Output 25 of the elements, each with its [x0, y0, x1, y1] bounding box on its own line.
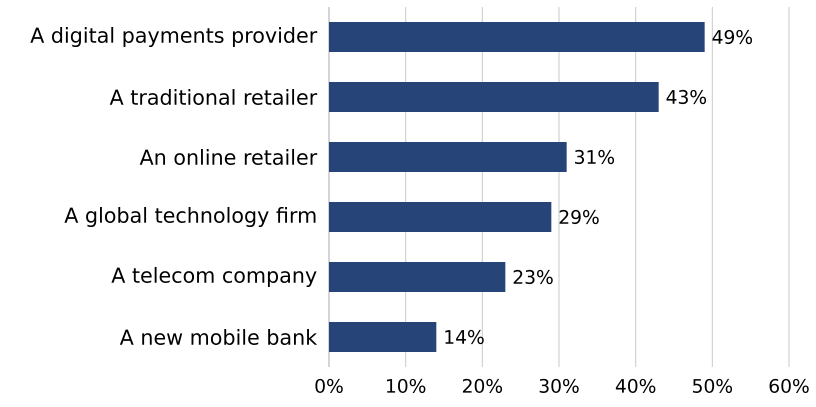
data-label: 31%	[575, 150, 614, 164]
data-label: 49%	[712, 30, 752, 44]
x-tick-label: 10%	[386, 378, 426, 393]
y-tick-label: A digital payments provider	[30, 27, 318, 48]
bar	[329, 142, 567, 172]
bar	[329, 322, 436, 352]
data-label: 29%	[560, 210, 599, 224]
x-tick-label: 0%	[315, 378, 343, 393]
x-tick-label: 60%	[770, 378, 809, 393]
x-tick-label: 50%	[693, 378, 732, 393]
y-tick-label: A traditional retailer	[110, 89, 318, 105]
bar	[329, 22, 705, 52]
y-tick-label: A new mobile bank	[120, 329, 318, 345]
x-tick-label: 20%	[462, 378, 502, 393]
bar	[329, 262, 506, 292]
bar	[329, 202, 552, 232]
x-tick-label: 30%	[540, 378, 579, 393]
data-label: 23%	[514, 270, 553, 284]
bar	[329, 82, 659, 112]
y-tick-label: An online retailer	[140, 149, 318, 165]
y-tick-label: A telecom company	[111, 267, 317, 288]
x-tick-label: 40%	[616, 378, 656, 393]
data-label: 43%	[666, 90, 706, 104]
data-label: 14%	[445, 330, 484, 344]
y-tick-label: A global technology firm	[64, 207, 316, 228]
